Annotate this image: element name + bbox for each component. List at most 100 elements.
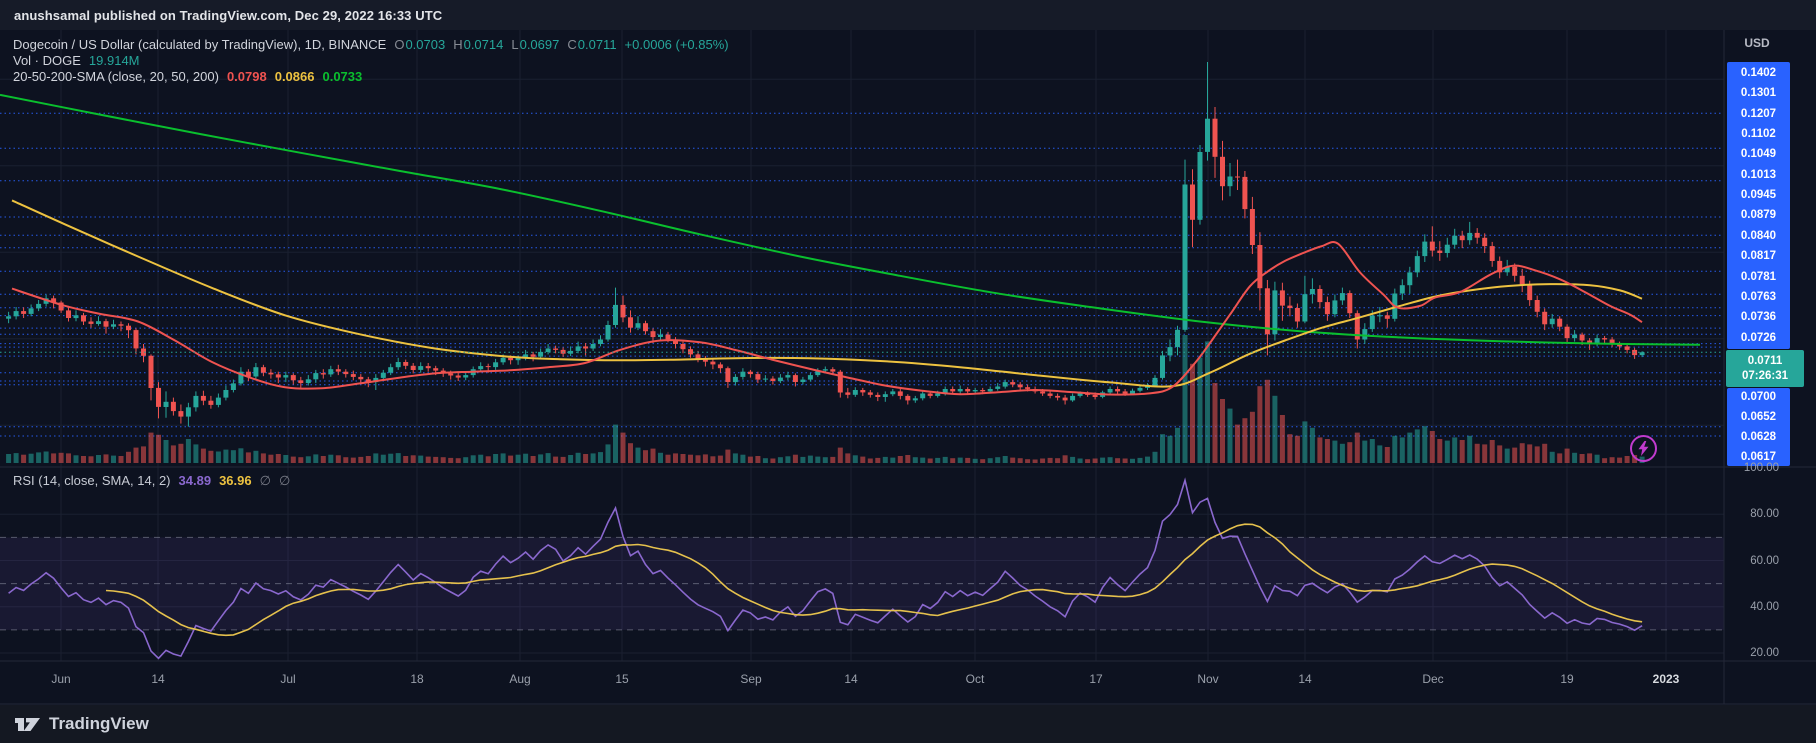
volume-bar — [658, 452, 663, 463]
price-level-badge: 0.1049 — [1740, 148, 1777, 161]
candle — [732, 374, 738, 386]
volume-bar — [73, 455, 79, 463]
volume-bar — [1264, 379, 1270, 463]
candle — [1302, 275, 1308, 324]
time-axis-label: Dec — [1422, 672, 1444, 686]
volume-bar — [320, 456, 326, 463]
time-scale[interactable]: Jun 14 Jul 18 Aug 15 Sep 14 Oct 17 Nov 14 Dec 19 2023 — [0, 661, 1724, 704]
symbol-title[interactable]: Dogecoin / US Dollar (calculated by Trad… — [13, 37, 387, 52]
candle — [185, 402, 191, 427]
volume-bar — [1092, 458, 1098, 463]
candle — [1047, 391, 1053, 399]
pane-separators — [0, 30, 1816, 705]
volume-bar — [230, 450, 236, 463]
volume-bar — [1414, 429, 1420, 463]
volume-bar — [313, 454, 319, 463]
volume-bar — [1347, 442, 1353, 463]
candle — [852, 387, 858, 397]
price-level-badge: 0.0700 — [1740, 391, 1777, 403]
price-level-badge: 0.1013 — [1740, 168, 1777, 181]
volume-bar — [1242, 418, 1248, 463]
price-level-badges-lower: 0.0700 0.0652 0.0628 0.0617 — [1727, 388, 1790, 466]
candle — [290, 373, 296, 385]
volume-bar — [837, 447, 843, 463]
candle — [208, 395, 214, 409]
candle — [170, 397, 176, 416]
rsi-label[interactable]: RSI (14, close, SMA, 14, 2) — [13, 473, 171, 488]
candle — [1175, 325, 1180, 356]
volume-bar — [1122, 458, 1128, 463]
volume-bar — [305, 456, 311, 463]
price-level-badge: 0.0840 — [1740, 229, 1777, 242]
volume-bar — [403, 456, 409, 463]
volume-label[interactable]: Vol · DOGE — [13, 53, 81, 68]
currency-label: USD — [1744, 36, 1770, 50]
volume-bar — [1437, 439, 1443, 463]
last-price-badge: 0.0711 07:26:31 — [1726, 350, 1804, 387]
candle — [126, 323, 131, 339]
volume-bar — [1182, 335, 1188, 463]
tradingview-logo-icon[interactable] — [14, 714, 41, 735]
candle — [335, 364, 341, 376]
attribution-text: anushsamal published on TradingView.com,… — [14, 7, 443, 23]
candle — [815, 368, 821, 377]
volume-bar — [13, 453, 19, 463]
volume-bar — [1452, 437, 1458, 463]
volume-bar — [530, 456, 536, 463]
volume-bar — [493, 454, 499, 463]
candle — [860, 387, 866, 396]
candle — [1167, 339, 1173, 362]
volume-bar — [1167, 435, 1173, 463]
volume-bar — [185, 439, 191, 463]
volume-bar — [1017, 458, 1023, 463]
volume-bar — [440, 457, 446, 463]
sma-label[interactable]: 20-50-200-SMA (close, 20, 50, 200) — [13, 69, 219, 84]
bar-countdown: 07:26:31 — [1741, 369, 1789, 382]
volume-bar — [523, 453, 529, 463]
sma200-line — [0, 93, 1701, 346]
volume-bar — [785, 456, 791, 463]
volume-bar — [1609, 457, 1615, 463]
candle — [1294, 303, 1300, 328]
candle — [1249, 196, 1255, 254]
volume-bar — [1422, 426, 1428, 463]
price-scale[interactable]: USD 0.1402 0.1301 0.1207 0.1102 0.1049 0.1013… — [1724, 30, 1816, 704]
sma200-value: 0.0733 — [322, 69, 363, 84]
candle — [658, 329, 663, 340]
volume-bar — [1594, 454, 1600, 463]
candle — [1414, 250, 1420, 278]
candle — [1317, 285, 1323, 309]
sma20-value: 0.0798 — [226, 69, 267, 84]
candle — [1482, 233, 1488, 253]
volume-bar — [126, 451, 131, 463]
candle — [193, 391, 199, 412]
candle — [747, 369, 753, 378]
candle — [268, 369, 274, 379]
volume-bar — [43, 451, 49, 463]
candle — [553, 345, 559, 354]
candle — [28, 304, 34, 317]
volume-bar — [1617, 457, 1623, 463]
volume-bar — [148, 432, 154, 463]
candle — [613, 287, 618, 328]
candle — [305, 375, 311, 386]
volume-bar — [927, 458, 933, 463]
volume-bar — [650, 448, 656, 463]
volume-bar — [770, 458, 776, 463]
rsi-axis-label: 60.00 — [1750, 554, 1779, 567]
candle — [673, 337, 678, 349]
volume-bar — [980, 459, 986, 463]
volume-bar — [1542, 443, 1548, 463]
flash-boost-button[interactable] — [1630, 435, 1657, 462]
tradingview-brand[interactable]: TradingView — [49, 714, 149, 733]
volume-bar — [1100, 457, 1106, 463]
candle — [1055, 393, 1061, 401]
candle — [957, 385, 963, 394]
volume-bar — [253, 450, 259, 463]
volume-bar — [1579, 454, 1585, 463]
volume-bar — [508, 455, 514, 463]
candle — [478, 362, 484, 372]
candle — [215, 393, 221, 408]
volume-bar — [1047, 457, 1053, 463]
